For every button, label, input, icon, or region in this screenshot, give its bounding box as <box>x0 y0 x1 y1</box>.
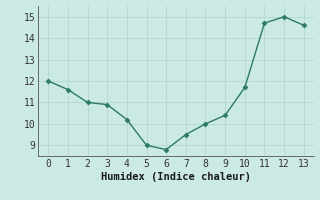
X-axis label: Humidex (Indice chaleur): Humidex (Indice chaleur) <box>101 172 251 182</box>
